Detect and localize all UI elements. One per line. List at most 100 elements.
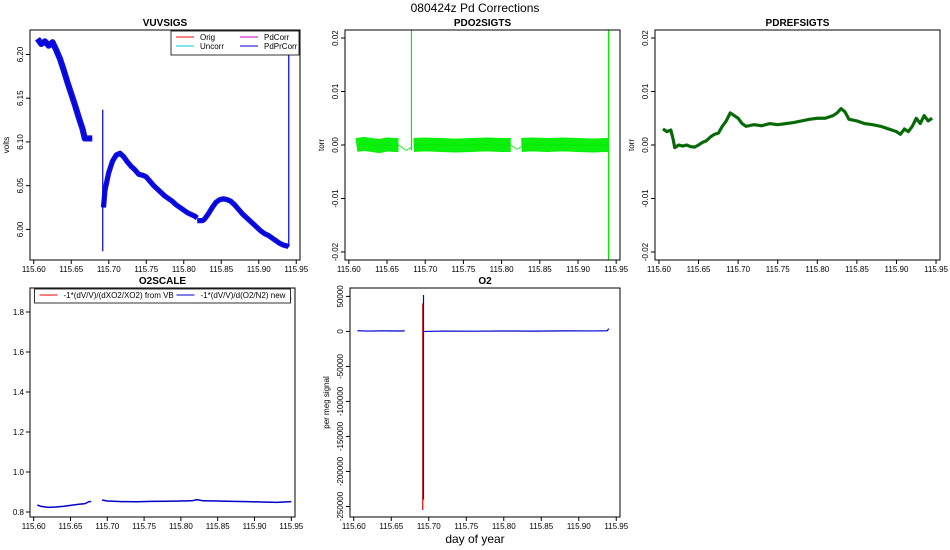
x-tick-label: 115.60: [22, 522, 46, 531]
x-tick-label: 115.80: [490, 265, 514, 274]
chart-title: O2SCALE: [139, 276, 187, 287]
legend-label: Uncorr: [200, 42, 224, 51]
chart-o2scale: O2SCALE 115.60 115.65 115.70 115.75 115.80 115…: [13, 276, 304, 531]
x-tick-label: 115.70: [95, 522, 119, 531]
x-tick-label: 115.65: [59, 522, 83, 531]
x-tick-label: 115.65: [59, 265, 83, 274]
legend-label: -1*(dV/V)/d(O2/N2) new: [201, 291, 286, 300]
series-line-o2scale-1: [37, 500, 92, 509]
x-tick-label: 115.95: [604, 522, 628, 531]
series-line-o2-3: [424, 328, 610, 333]
x-tick-label: 115.70: [413, 265, 437, 274]
y-tick-label: -0.02: [331, 242, 340, 261]
legend-box: [170, 30, 300, 56]
series-group: [35, 36, 291, 252]
series-group: [662, 107, 933, 150]
y-tick-label: 50000: [336, 285, 345, 308]
y-tick-label: -50000: [336, 353, 345, 378]
series-line-o2scale-2: [101, 498, 292, 504]
y-tick-label: 1.8: [13, 308, 25, 317]
series-line-vuvsigs-0: [37, 38, 93, 140]
y-tick-label: -0.01: [641, 189, 650, 208]
x-tick-label: 115.85: [206, 522, 230, 531]
y-tick-label: 1.2: [13, 428, 25, 437]
chart-pdrefsigts: PDREFSIGTS 115.60 115.65 115.70 115.75 115.80…: [627, 18, 949, 274]
x-tick-label: 115.85: [845, 265, 869, 274]
x-tick-label: 115.60: [22, 265, 46, 274]
y-tick-label: 0.01: [641, 83, 650, 99]
x-tick-label: 115.80: [805, 265, 829, 274]
series-line-pdo2sigts-2: [413, 143, 511, 147]
figure-xlabel: day of year: [445, 532, 504, 546]
x-tick-label: 115.90: [566, 265, 590, 274]
x-tick-label: 115.85: [529, 522, 553, 531]
series-line-pdo2sigts-1: [398, 144, 413, 151]
x-tick-label: 115.70: [417, 522, 441, 531]
y-axis-label: volts: [2, 137, 11, 153]
legend: Orig PdCorr Uncorr PdPrCorr: [170, 30, 300, 56]
x-tick-label: 115.60: [337, 265, 361, 274]
series-line-pdo2sigts-3: [510, 144, 522, 150]
x-tick-label: 115.75: [766, 265, 790, 274]
y-tick-label: 6.00: [16, 221, 25, 237]
y-tick-label: -100000: [336, 386, 345, 416]
y-tick-label: 1.6: [13, 348, 25, 357]
x-tick-label: 115.75: [451, 265, 475, 274]
plot-frame: [29, 29, 301, 261]
y-tick-label: 0.8: [13, 508, 25, 517]
y-tick-label: 6.15: [16, 90, 25, 106]
y-tick-label: 1.0: [13, 468, 25, 477]
series-line-pdo2sigts-4: [521, 143, 609, 147]
y-tick-label: 1.4: [13, 388, 25, 397]
y-axis-label: torr: [317, 139, 326, 151]
x-tick-label: 115.75: [454, 522, 478, 531]
plot-frame: [349, 287, 621, 518]
y-tick-label: 0.00: [331, 137, 340, 153]
x-tick-label: 115.90: [243, 522, 267, 531]
x-tick-label: 115.65: [379, 522, 403, 531]
x-tick-label: 115.65: [687, 265, 711, 274]
series-line-vuvsigs-3: [197, 198, 290, 248]
chart-title: PDREFSIGTS: [766, 18, 830, 29]
y-tick-label: 6.20: [16, 46, 25, 62]
y-tick-label: -0.01: [331, 189, 340, 208]
x-tick-label: 115.90: [885, 265, 909, 274]
x-tick-label: 115.75: [132, 522, 156, 531]
x-tick-label: 115.75: [134, 265, 158, 274]
x-tick-label: 115.85: [209, 265, 233, 274]
chart-o2: O2 115.60 115.65 115.70 115.75 115.80 115.85 11…: [322, 276, 629, 531]
x-tick-label: 115.70: [97, 265, 121, 274]
legend-label: PdPrCorr: [264, 42, 298, 51]
y-tick-label: 6.05: [16, 177, 25, 193]
x-tick-label: 115.90: [247, 265, 271, 274]
chart-title: VUVSIGS: [143, 18, 188, 29]
x-tick-label: 115.95: [924, 265, 948, 274]
legend: -1*(dV/V)/(dXO2/XO2) from VB -1*(dV/V)/d(…: [34, 288, 291, 304]
chart-title: PDO2SIGTS: [454, 18, 512, 29]
y-tick-label: -150000: [336, 421, 345, 451]
x-tick-label: 115.80: [169, 522, 193, 531]
series-band-vuvsigs-2: [100, 150, 199, 221]
y-tick-label: 0: [336, 329, 345, 334]
series-group: [355, 30, 612, 260]
y-axis-label: per meg signal: [322, 376, 331, 429]
x-tick-label: 115.80: [172, 265, 196, 274]
chart-title: O2: [478, 276, 492, 287]
x-tick-label: 115.60: [647, 265, 671, 274]
series-group: [357, 295, 610, 510]
x-tick-label: 115.70: [726, 265, 750, 274]
y-tick-label: 0.01: [331, 83, 340, 99]
legend-label: PdCorr: [264, 33, 290, 42]
x-tick-label: 115.90: [567, 522, 591, 531]
figure-title: 080424z Pd Corrections: [411, 1, 540, 15]
x-tick-label: 115.65: [375, 265, 399, 274]
plot-frame: [29, 287, 296, 518]
x-tick-label: 115.95: [604, 265, 628, 274]
series-line-pdrefsigts-0: [662, 108, 933, 149]
y-tick-label: -250000: [336, 491, 345, 521]
x-tick-label: 115.80: [492, 522, 516, 531]
chart-vuvsigs: VUVSIGS 115.60 115.65 115.70 115.75 115.80 115…: [2, 18, 309, 274]
series-group: [37, 296, 292, 509]
legend-label: Orig: [200, 33, 215, 42]
